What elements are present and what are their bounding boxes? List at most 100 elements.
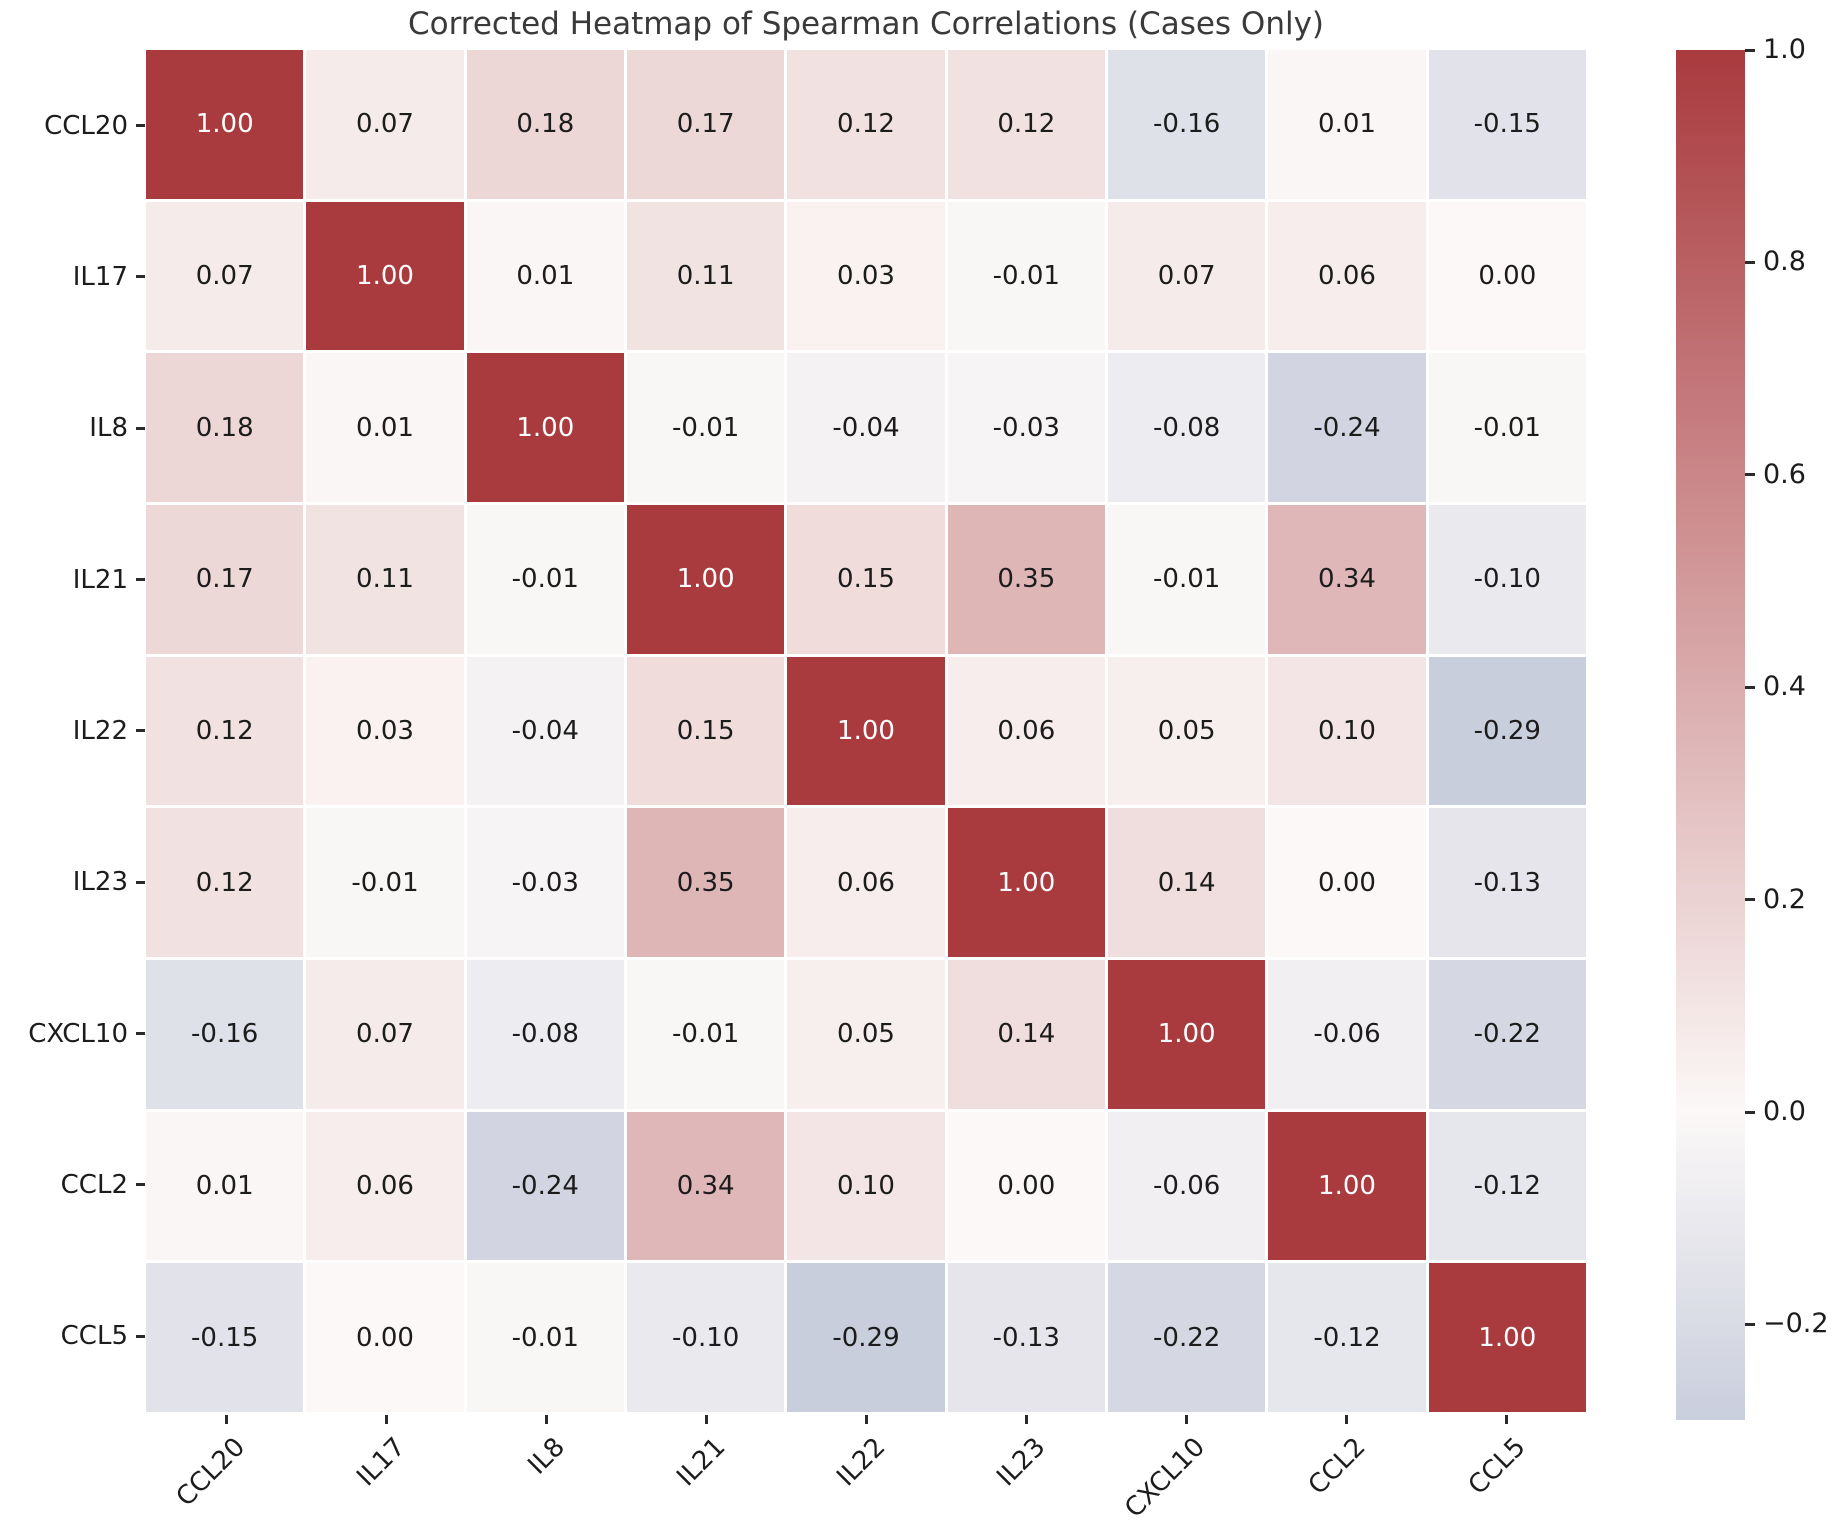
heatmap-grid: 1.00 0.07 0.18 0.17 0.12 0.12 -0.16 0.01 -0.15 0.…: [146, 50, 1586, 1412]
heatmap-cell-CCL5-CCL20: -0.15: [146, 1263, 304, 1412]
colorbar-tick-label: 0.4: [1763, 671, 1806, 703]
heatmap-cell-IL22-IL8: -0.04: [466, 656, 624, 806]
colorbar-tick: [1745, 48, 1755, 52]
heatmap-cell-CCL2-CXCL10: -0.06: [1107, 1111, 1266, 1261]
x-axis-tick: [384, 1415, 388, 1424]
heatmap-cell-IL21-IL17: 0.11: [306, 505, 464, 654]
heatmap-cell-CCL5-CXCL10: -0.22: [1107, 1263, 1266, 1412]
heatmap-cell-CCL20-IL23: 0.12: [947, 50, 1105, 199]
x-axis-label-IL23: IL23: [990, 1432, 1052, 1493]
y-axis-label-CXCL10: CXCL10: [28, 1018, 128, 1049]
heatmap-cell-IL17-CXCL10: 0.07: [1107, 201, 1266, 351]
heatmap-cell-IL21-CCL20: 0.17: [146, 505, 304, 654]
heatmap-cell-IL21-IL8: -0.01: [466, 505, 624, 654]
y-axis-label-IL17: IL17: [72, 261, 128, 292]
x-axis-tick: [864, 1415, 868, 1424]
heatmap-cell-IL21-IL22: 0.15: [787, 505, 945, 654]
heatmap-cell-IL8-CCL2: -0.24: [1268, 353, 1426, 502]
heatmap-cell-IL8-IL22: -0.04: [787, 353, 945, 502]
heatmap-cell-CCL5-IL8: -0.01: [466, 1263, 624, 1412]
heatmap-cell-IL23-CCL20: 0.12: [146, 808, 304, 957]
colorbar-tick-label: 0.6: [1763, 458, 1806, 490]
heatmap-cell-IL22-CCL20: 0.12: [146, 656, 304, 806]
y-axis-tick: [136, 1183, 145, 1187]
heatmap-cell-IL22-IL22: 1.00: [787, 656, 945, 806]
colorbar-tick-label: 0.2: [1763, 883, 1806, 915]
colorbar-tick-label: 0.8: [1763, 246, 1806, 278]
y-axis-tick: [136, 880, 145, 884]
y-axis-label-IL23: IL23: [72, 867, 128, 898]
heatmap-cell-CCL2-IL22: 0.10: [787, 1111, 945, 1261]
colorbar-tick-label: −0.2: [1763, 1308, 1829, 1340]
heatmap-cell-IL22-IL23: 0.06: [947, 656, 1105, 806]
heatmap-cell-IL23-IL21: 0.35: [626, 808, 785, 957]
x-axis-tick: [544, 1415, 548, 1424]
heatmap-cell-CCL2-IL8: -0.24: [466, 1111, 624, 1261]
heatmap-cell-IL8-IL23: -0.03: [947, 353, 1105, 502]
x-axis-label-IL17: IL17: [350, 1432, 412, 1493]
heatmap-cell-CCL5-IL22: -0.29: [787, 1263, 945, 1412]
heatmap-cell-IL17-IL17: 1.00: [306, 201, 464, 351]
chart-title: Corrected Heatmap of Spearman Correlatio…: [407, 6, 1325, 42]
heatmap-cell-IL23-IL23: 1.00: [947, 808, 1105, 957]
x-axis-label-CXCL10: CXCL10: [1119, 1432, 1212, 1524]
heatmap-cell-IL8-CCL5: -0.01: [1428, 353, 1586, 502]
x-axis-label-IL22: IL22: [830, 1432, 892, 1493]
heatmap-cell-CCL2-IL21: 0.34: [626, 1111, 785, 1261]
heatmap-cell-CCL5-CCL5: 1.00: [1428, 1263, 1586, 1412]
x-axis-tick: [1024, 1415, 1028, 1424]
heatmap-cell-CCL20-CCL2: 0.01: [1268, 50, 1426, 199]
heatmap-cell-CCL20-CXCL10: -0.16: [1107, 50, 1266, 199]
heatmap-cell-IL22-CCL2: 0.10: [1268, 656, 1426, 806]
y-axis-tick: [136, 426, 145, 430]
heatmap-cell-IL22-IL21: 0.15: [626, 656, 785, 806]
heatmap-cell-IL23-CCL5: -0.13: [1428, 808, 1586, 957]
heatmap-cell-CCL5-IL23: -0.13: [947, 1263, 1105, 1412]
y-axis-label-IL22: IL22: [72, 715, 128, 746]
heatmap-cell-CXCL10-IL22: 0.05: [787, 960, 945, 1109]
heatmap-cell-CCL20-CCL5: -0.15: [1428, 50, 1586, 199]
y-axis-tick: [136, 1334, 145, 1338]
x-axis-label-CCL2: CCL2: [1302, 1432, 1372, 1501]
heatmap-cell-CXCL10-CCL20: -0.16: [146, 960, 304, 1109]
heatmap-cell-IL21-CCL2: 0.34: [1268, 505, 1426, 654]
y-axis-label-CCL2: CCL2: [60, 1169, 128, 1200]
x-axis-tick: [224, 1415, 228, 1424]
colorbar-tick: [1745, 685, 1755, 689]
colorbar-tick-label: 0.0: [1763, 1096, 1806, 1127]
colorbar-tick-label: 1.0: [1763, 34, 1806, 65]
y-axis-label-IL21: IL21: [72, 564, 128, 595]
heatmap-cell-CCL2-CCL5: -0.12: [1428, 1111, 1586, 1261]
heatmap-cell-IL21-IL23: 0.35: [947, 505, 1105, 654]
heatmap-cell-IL23-IL22: 0.06: [787, 808, 945, 957]
heatmap-cell-IL17-CCL5: 0.00: [1428, 201, 1586, 351]
x-axis-label-IL21: IL21: [670, 1432, 732, 1493]
x-axis-tick: [1504, 1415, 1508, 1424]
colorbar-tick: [1745, 1110, 1755, 1114]
heatmap-cell-CCL5-IL21: -0.10: [626, 1263, 785, 1412]
heatmap-cell-CCL20-IL21: 0.17: [626, 50, 785, 199]
y-axis-tick: [136, 729, 145, 733]
y-axis-label-CCL20: CCL20: [44, 110, 128, 141]
heatmap-cell-IL17-IL22: 0.03: [787, 201, 945, 351]
y-axis-tick: [136, 275, 145, 279]
heatmap-cell-CCL20-CCL20: 1.00: [146, 50, 304, 199]
heatmap-cell-CCL20-IL8: 0.18: [466, 50, 624, 199]
heatmap-cell-IL23-CCL2: 0.00: [1268, 808, 1426, 957]
colorbar-tick: [1745, 1322, 1755, 1326]
heatmap-cell-CCL5-IL17: 0.00: [306, 1263, 464, 1412]
heatmap-cell-CCL2-IL23: 0.00: [947, 1111, 1105, 1261]
heatmap-cell-CXCL10-CCL2: -0.06: [1268, 960, 1426, 1109]
heatmap-cell-CCL5-CCL2: -0.12: [1268, 1263, 1426, 1412]
x-axis-tick: [704, 1415, 708, 1424]
heatmap-cell-IL8-IL8: 1.00: [466, 353, 624, 502]
heatmap-cell-IL8-IL21: -0.01: [626, 353, 785, 502]
heatmap-cell-IL17-IL23: -0.01: [947, 201, 1105, 351]
heatmap-cell-CCL20-IL22: 0.12: [787, 50, 945, 199]
heatmap-cell-IL17-IL8: 0.01: [466, 201, 624, 351]
heatmap-cell-IL17-IL21: 0.11: [626, 201, 785, 351]
heatmap-cell-IL23-IL17: -0.01: [306, 808, 464, 957]
heatmap-cell-IL8-CXCL10: -0.08: [1107, 353, 1266, 502]
heatmap-cell-IL21-CCL5: -0.10: [1428, 505, 1586, 654]
y-axis-label-IL8: IL8: [89, 413, 128, 444]
